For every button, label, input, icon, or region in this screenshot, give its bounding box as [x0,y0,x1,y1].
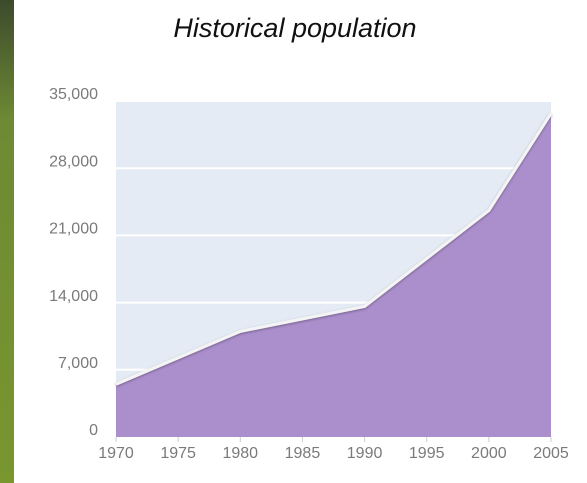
x-tick-label: 1975 [160,445,196,462]
x-tick-label: 1980 [222,445,258,462]
y-tick-label: 0 [89,422,98,439]
x-tick-label: 1990 [347,445,383,462]
x-tick-label: 1970 [98,445,134,462]
y-tick-label: 7,000 [58,355,98,372]
y-tick-label: 21,000 [49,221,98,238]
chart-title: Historical population [173,13,416,43]
x-tick-label: 2000 [471,445,507,462]
y-tick-label: 14,000 [49,288,98,305]
x-tick-label: 2005 [533,445,569,462]
x-tick-label: 1985 [285,445,321,462]
y-tick-label: 35,000 [49,86,98,103]
page: Historical population 0 7,000 14,000 21,000… [0,0,587,483]
x-tick-label: 1995 [409,445,445,462]
chart: Historical population 0 7,000 14,000 21,000… [0,0,587,483]
y-tick-label: 28,000 [49,153,98,170]
